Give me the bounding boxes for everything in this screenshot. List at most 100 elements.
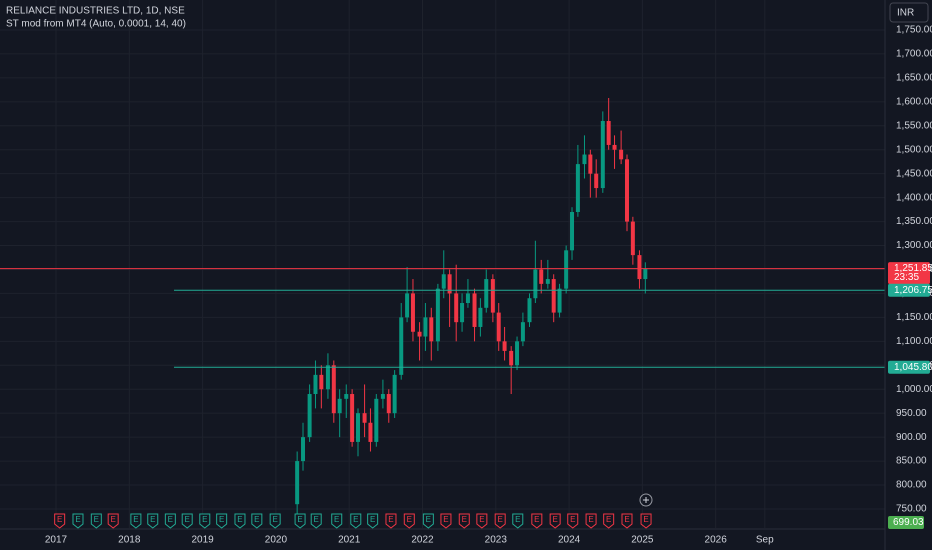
price-countdown: 23:35 (894, 272, 919, 283)
candle-body (368, 422, 373, 442)
candle-body (399, 317, 404, 375)
indicator-title: ST mod from MT4 (Auto, 0.0001, 14, 40) (6, 19, 186, 30)
earnings-marker (385, 513, 397, 529)
symbol-title: RELIANCE INDUSTRIES LTD, 1D, NSE (6, 6, 185, 17)
y-tick-label: 750.00 (896, 504, 927, 515)
earnings-label: E (534, 515, 539, 524)
candle-body (441, 274, 446, 289)
earnings-label: E (498, 515, 503, 524)
earnings-label: E (624, 515, 629, 524)
indicator-value-box (888, 516, 924, 529)
earnings-label: E (133, 515, 138, 524)
earnings-marker (403, 513, 415, 529)
x-tick-label: 2021 (338, 535, 361, 546)
y-tick-label: 1,550.00 (896, 120, 932, 131)
x-tick-label: 2024 (558, 535, 581, 546)
earnings-marker (422, 513, 434, 529)
candle-body (582, 154, 587, 165)
earnings-marker (181, 513, 193, 529)
add-button[interactable] (639, 493, 653, 507)
earnings-label: E (254, 515, 259, 524)
candle-body (496, 312, 501, 342)
candle-body (600, 120, 605, 189)
earnings-marker (531, 513, 543, 529)
candle-body (417, 331, 422, 337)
candle-body (429, 317, 434, 342)
earnings-label: E (643, 515, 648, 524)
candle-body (313, 374, 318, 395)
candle-body (570, 212, 575, 251)
x-tick-label: 2025 (631, 535, 654, 546)
earnings-label: E (219, 515, 224, 524)
earnings-marker (640, 513, 652, 529)
candle-body (539, 269, 544, 284)
earnings-marker (512, 513, 524, 529)
candle-body (594, 173, 599, 189)
earnings-label: E (370, 515, 375, 524)
candle-body (545, 279, 550, 284)
y-tick-label: 1,600.00 (896, 96, 932, 107)
y-tick-label: 1,350.00 (896, 216, 932, 227)
candle-body (319, 374, 324, 390)
candle-body (405, 293, 410, 318)
add-icon[interactable] (643, 497, 649, 503)
price-label: 1,206.75 (894, 285, 932, 296)
earnings-label: E (185, 515, 190, 524)
y-tick-label: 1,750.00 (896, 25, 932, 36)
x-tick-label: 2017 (45, 535, 68, 546)
candle-body (624, 159, 629, 222)
candle-body (465, 293, 470, 304)
earnings-label: E (168, 515, 173, 524)
earnings-marker (107, 513, 119, 529)
earnings-marker (458, 513, 470, 529)
y-tick-label: 1,150.00 (896, 312, 932, 323)
candle-body (307, 394, 312, 438)
candle-body (575, 164, 580, 213)
earnings-label: E (237, 515, 242, 524)
y-tick-label: 1,450.00 (896, 168, 932, 179)
earnings-label: E (75, 515, 80, 524)
earnings-marker (367, 513, 379, 529)
x-tick-label: 2023 (485, 535, 508, 546)
candle-body (295, 461, 300, 505)
candle-body (325, 365, 330, 390)
earnings-marker (216, 513, 228, 529)
earnings-marker (130, 513, 142, 529)
earnings-marker (164, 513, 176, 529)
candle-body (331, 365, 336, 414)
candle-body (460, 303, 465, 323)
earnings-label: E (552, 515, 557, 524)
price-label-box (888, 360, 930, 374)
earnings-label: E (443, 515, 448, 524)
earnings-label: E (297, 515, 302, 524)
candle-body (478, 307, 483, 327)
candle-body (447, 274, 452, 294)
x-tick-label: 2020 (265, 535, 288, 546)
earnings-marker (494, 513, 506, 529)
earnings-label: E (57, 515, 62, 524)
candle-body (490, 279, 495, 313)
y-tick-label: 1,100.00 (896, 336, 932, 347)
currency-box[interactable] (889, 2, 929, 23)
candle-body (606, 120, 611, 145)
earnings-label: E (272, 515, 277, 524)
earnings-label: E (570, 515, 575, 524)
x-tick-label: 2022 (411, 535, 434, 546)
candle-body (612, 144, 617, 150)
earnings-label: E (334, 515, 339, 524)
price-label-box (888, 283, 930, 297)
y-tick-label: 1,500.00 (896, 144, 932, 155)
earnings-marker (331, 513, 343, 529)
candle-body (410, 293, 415, 332)
y-tick-label: 1,300.00 (896, 240, 932, 251)
candle-body (380, 394, 385, 399)
y-tick-label: 900.00 (896, 432, 927, 443)
currency[interactable]: INR (897, 8, 914, 19)
earnings-label: E (353, 515, 358, 524)
candle-body (619, 149, 624, 160)
earnings-marker (72, 513, 84, 529)
candle-body (374, 398, 379, 442)
